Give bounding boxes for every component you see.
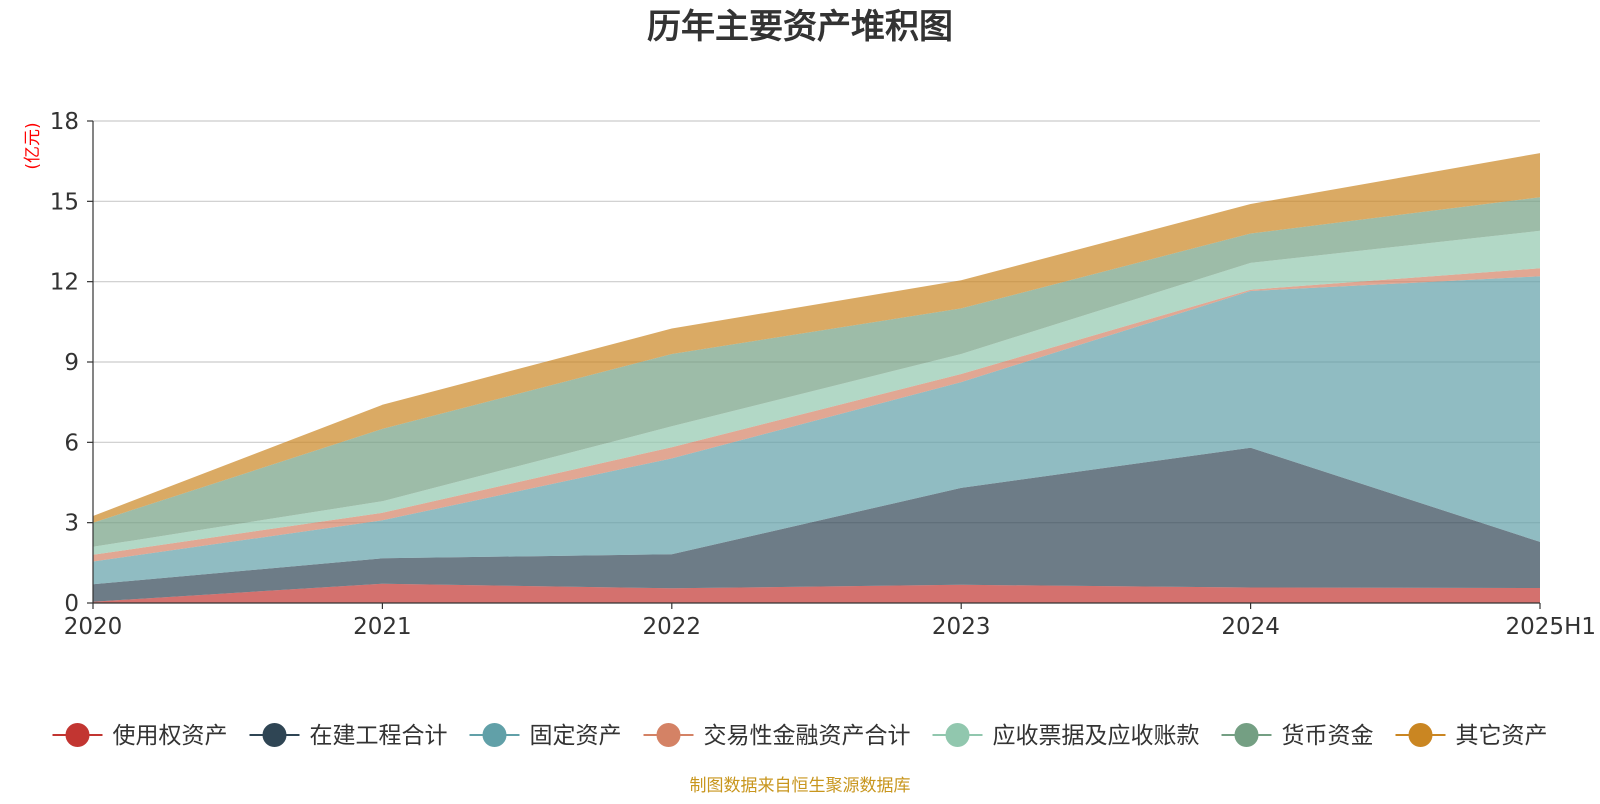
y-tick-label: 18 [50,109,79,135]
area-series-2 [93,447,1540,602]
area-series-6 [93,197,1540,547]
legend-item[interactable]: 应收票据及应收账款 [932,723,1200,749]
legend-label: 固定资产 [530,723,622,749]
x-tick-label: 2024 [1221,614,1280,640]
area-series-1 [93,583,1540,603]
legend-item[interactable]: 交易性金融资产合计 [643,723,911,749]
y-tick-label: 6 [64,430,79,456]
chart-title: 历年主要资产堆积图 [647,7,953,47]
legend-label: 应收票据及应收账款 [993,723,1200,749]
source-footnote: 制图数据来自恒生聚源数据库 [690,776,911,796]
x-tick-label: 2022 [643,614,702,640]
axes: 0 3 6 9 12 15 18 2020 2021 2022 2023 2024 2025H1 [50,109,1596,640]
y-axis-label: (亿元) [23,122,43,169]
area-series-7 [93,153,1540,523]
legend-item[interactable]: 货币资金 [1221,723,1374,749]
legend-label: 货币资金 [1282,723,1374,749]
x-tick-label: 2025H1 [1506,614,1596,640]
legend-item[interactable]: 其它资产 [1395,723,1548,749]
x-tick-label: 2021 [353,614,412,640]
y-tick-label: 15 [50,189,79,215]
legend-marker [1234,723,1259,747]
legend-marker [945,723,970,747]
legend-marker [65,723,90,747]
legend: 使用权资产 在建工程合计 固定资产 交易性金融资产合计 应收票据及应收账款 货币资金 其它资… [52,723,1548,749]
legend-marker [656,723,681,747]
y-tick-label: 0 [64,591,79,617]
legend-item[interactable]: 使用权资产 [52,723,228,749]
y-tick-label: 9 [64,350,79,376]
legend-label: 其它资产 [1456,723,1548,749]
legend-label: 交易性金融资产合计 [704,723,911,749]
legend-marker [1408,723,1433,747]
y-tick-label: 3 [64,511,79,537]
area-series-4 [93,268,1540,562]
legend-label: 在建工程合计 [310,723,448,749]
legend-item[interactable]: 在建工程合计 [249,723,448,749]
area-series-5 [93,230,1540,555]
x-tick-label: 2020 [64,614,123,640]
legend-label: 使用权资产 [113,723,228,749]
legend-item[interactable]: 固定资产 [469,723,622,749]
area-series-3 [93,276,1540,585]
x-tick-label: 2023 [932,614,991,640]
area-series-layer [93,153,1540,603]
legend-marker [482,723,507,747]
y-tick-label: 12 [50,270,79,296]
legend-marker [262,723,287,747]
